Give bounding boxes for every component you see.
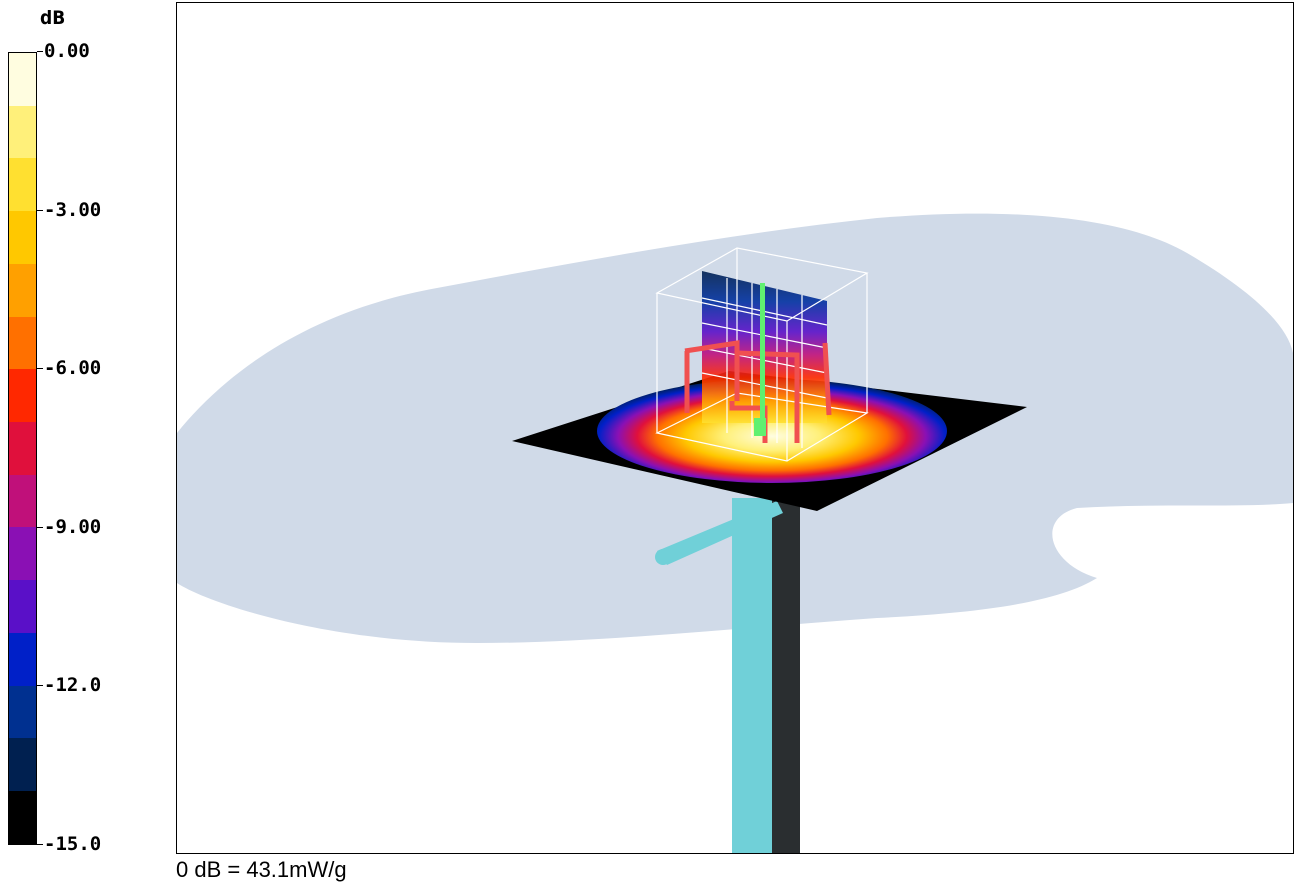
colorbar-level [9, 474, 36, 528]
colorbar-level [9, 158, 36, 212]
colorbar-level [9, 738, 36, 792]
sar-3d-scene [177, 213, 1293, 853]
probe-line [760, 283, 765, 433]
colorbar-level [9, 263, 36, 317]
colorbar-tick-label: -15.0 [44, 833, 102, 855]
colorbar-tick-mark [37, 51, 43, 52]
colorbar-tick-mark [37, 526, 43, 528]
colorbar [8, 52, 37, 845]
probe-tip [754, 418, 766, 436]
support-rod-dark [772, 498, 800, 853]
colorbar-tick-label: -12.0 [44, 674, 102, 697]
colorbar-level [9, 53, 36, 106]
colorbar-unit-label: dB [40, 7, 66, 29]
colorbar-level [9, 685, 36, 739]
colorbar-tick-label: -9.00 [44, 515, 102, 538]
support-rod-light [732, 498, 772, 853]
colorbar-tick-mark [37, 844, 43, 845]
colorbar-level [9, 211, 36, 264]
reference-note: 0 dB = 43.1mW/g [176, 857, 347, 882]
arm-rod-end [655, 549, 671, 565]
colorbar-level [9, 422, 36, 475]
colorbar-tick-mark [37, 685, 43, 687]
colorbar-tick-label: -6.00 [44, 357, 102, 380]
colorbar-tick-label: 0.00 [44, 40, 90, 62]
colorbar-tick-label: -3.00 [44, 198, 102, 221]
colorbar-tick-mark [37, 368, 43, 370]
colorbar-level [9, 369, 36, 423]
colorbar-level [9, 632, 36, 686]
plot-area [176, 2, 1294, 854]
colorbar-level [9, 316, 36, 370]
colorbar-level [9, 791, 36, 844]
colorbar-level [9, 527, 36, 581]
colorbar-level [9, 580, 36, 633]
arm-rod [657, 501, 783, 565]
colorbar-tick-mark [37, 209, 43, 211]
colorbar-level [9, 105, 36, 159]
